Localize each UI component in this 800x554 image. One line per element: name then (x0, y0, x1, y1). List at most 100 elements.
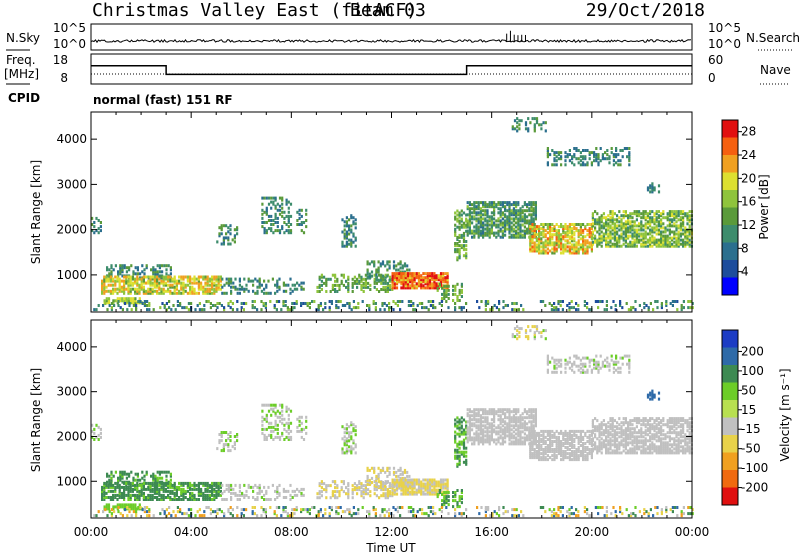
velocity-cell (456, 432, 459, 436)
power-cell (640, 224, 643, 228)
power-cell (573, 249, 576, 253)
power-cell (97, 231, 100, 235)
power-cell (439, 274, 443, 278)
power-cell (600, 216, 603, 220)
power-cell (484, 211, 487, 215)
velocity-cell (437, 480, 440, 484)
power-cell (475, 227, 478, 231)
velocity-cell (439, 478, 443, 482)
power-cell (477, 203, 480, 207)
velocity-cell (490, 424, 493, 428)
power-cell (121, 274, 124, 278)
velocity-cell (278, 415, 282, 419)
power-cell (114, 299, 117, 303)
power-cell (586, 251, 589, 255)
power-cell (276, 281, 279, 285)
velocity-cell (406, 492, 410, 496)
power-cell (242, 308, 245, 312)
power-cell (285, 202, 288, 206)
velocity-cell (454, 418, 457, 422)
velocity-cell (362, 496, 365, 500)
power-cell (468, 215, 471, 219)
velocity-cell (534, 414, 537, 418)
power-cell (454, 292, 457, 296)
velocity-cell (219, 483, 222, 487)
velocity-cell (316, 496, 319, 500)
power-cell (276, 279, 279, 283)
power-cell (493, 209, 496, 213)
velocity-cell (462, 438, 466, 442)
velocity-cell (227, 443, 230, 447)
power-cell (534, 211, 537, 215)
power-cell (635, 234, 638, 238)
freq-left-tick-top: 18 (53, 53, 68, 67)
power-cell (484, 233, 487, 237)
velocity-cell (433, 490, 436, 494)
velocity-cell (471, 418, 474, 422)
velocity-cell (444, 482, 447, 486)
velocity-cell (515, 424, 518, 428)
power-cell (631, 240, 634, 244)
power-cell (521, 211, 524, 215)
power-cell (651, 238, 654, 242)
velocity-cell (107, 483, 110, 487)
velocity-cell (350, 449, 353, 453)
velocity-cell (422, 486, 425, 490)
power-cell (462, 221, 466, 225)
power-cell (441, 297, 444, 300)
power-cell (475, 211, 478, 215)
power-cell (136, 275, 139, 279)
power-cell (462, 240, 466, 243)
velocity-cell (243, 496, 246, 499)
power-cell (479, 213, 482, 217)
power-cell (367, 285, 370, 289)
power-cell (600, 240, 603, 244)
velocity-cell (211, 489, 214, 493)
power-cell (276, 202, 279, 206)
power-cell (675, 240, 678, 244)
power-cell (504, 304, 507, 307)
power-cell (651, 230, 654, 234)
power-cell (354, 218, 357, 222)
power-cell (358, 281, 361, 285)
power-cell (150, 268, 153, 272)
power-cell (415, 272, 418, 276)
power-cell (444, 278, 447, 282)
velocity-cell (358, 480, 361, 484)
power-cell (120, 287, 123, 291)
velocity-cell (375, 478, 378, 482)
velocity-cell (103, 505, 106, 509)
power-cell (513, 302, 516, 305)
velocity-cell (479, 408, 482, 412)
power-cell (611, 214, 614, 218)
velocity-cell (125, 472, 128, 476)
power-cell (236, 228, 239, 232)
power-cell (655, 240, 658, 244)
velocity-cell (499, 426, 502, 430)
power-cell (337, 300, 340, 303)
power-cell (642, 244, 645, 248)
velocity-cell (243, 493, 246, 497)
velocity-cell (345, 447, 348, 451)
power-cell (516, 117, 519, 121)
power-cell (302, 221, 306, 224)
velocity-cell (91, 435, 94, 439)
power-cell (560, 247, 563, 251)
power-cell (149, 277, 152, 281)
velocity-cell (479, 432, 482, 436)
power-cell (462, 238, 466, 241)
power-cell (679, 238, 682, 242)
power-cell (528, 203, 531, 207)
power-cell (424, 286, 427, 290)
power-cell (475, 207, 478, 211)
power-cell (329, 290, 332, 293)
velocity-cell (460, 430, 463, 434)
power-cell (392, 308, 395, 312)
velocity-cell (530, 440, 533, 444)
power-cell (533, 123, 536, 127)
velocity-cell (473, 440, 476, 444)
power-cell (629, 212, 632, 216)
velocity-cell (110, 470, 113, 474)
velocity-cell (229, 439, 232, 443)
power-cell (308, 306, 311, 310)
